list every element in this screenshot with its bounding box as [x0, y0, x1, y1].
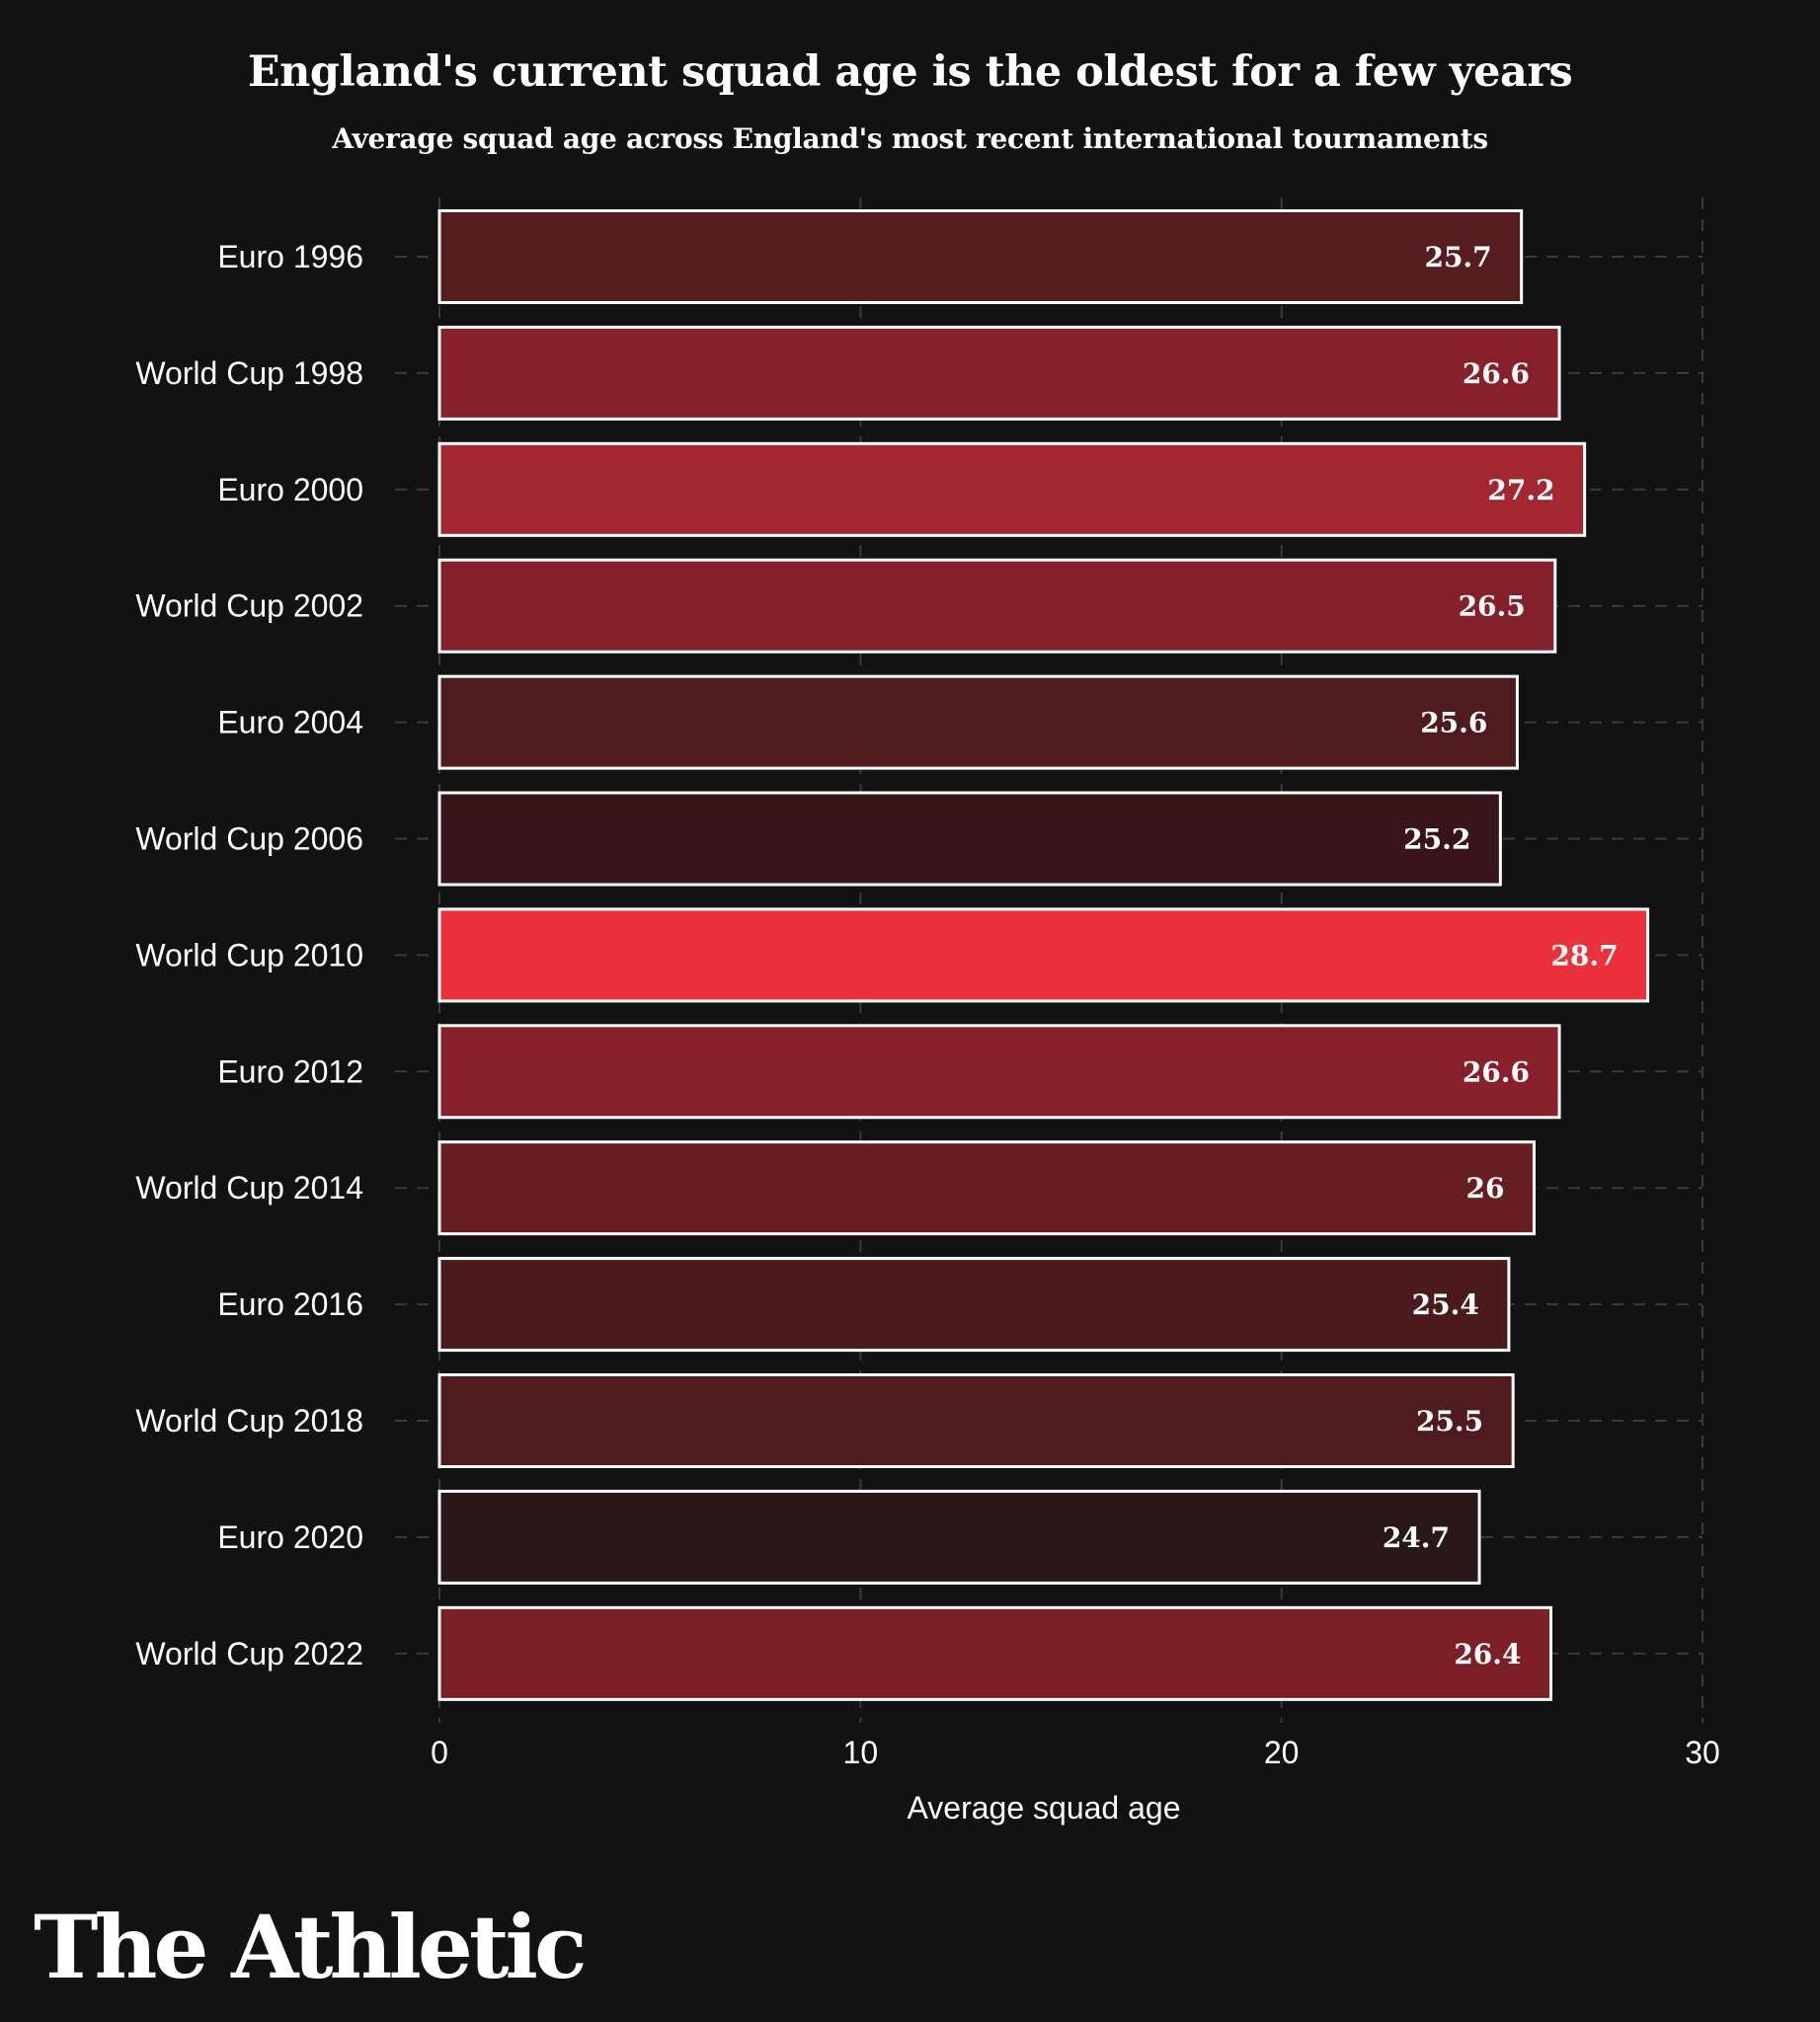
category-labels: Euro 1996 World Cup 1998 Euro 2000 World Cu… — [135, 239, 363, 1672]
bar — [437, 1257, 1511, 1353]
category-label: World Cup 2014 — [135, 1170, 363, 1205]
value-label: 26.5 — [1459, 590, 1526, 623]
value-label: 26.4 — [1454, 1638, 1521, 1671]
value-label: 27.2 — [1487, 474, 1554, 506]
value-label: 25.2 — [1403, 823, 1470, 856]
chart-title: England's current squad age is the oldes… — [247, 47, 1573, 97]
value-label: 25.4 — [1412, 1288, 1479, 1321]
bar — [437, 558, 1557, 654]
category-label: Euro 2016 — [217, 1286, 363, 1322]
category-label: World Cup 2006 — [135, 821, 363, 857]
value-label: 24.7 — [1383, 1521, 1450, 1554]
value-labels: 25.7 26.6 27.2 26.5 25.6 25.2 28.7 26.6 26 25.4 25… — [1383, 241, 1619, 1671]
bar — [437, 1489, 1481, 1585]
value-label: 28.7 — [1550, 939, 1618, 972]
value-label: 26.6 — [1463, 1055, 1530, 1088]
category-label: Euro 2020 — [217, 1519, 363, 1555]
bar — [437, 1024, 1561, 1120]
category-label: Euro 2012 — [217, 1053, 363, 1089]
category-label: Euro 1996 — [217, 239, 363, 274]
value-label: 25.5 — [1416, 1405, 1483, 1438]
bar — [437, 325, 1561, 421]
value-label: 26 — [1465, 1172, 1504, 1205]
bar — [437, 441, 1587, 537]
bar-chart: Euro 1996 World Cup 1998 Euro 2000 World Cu… — [135, 197, 1720, 1826]
chart-subtitle: Average squad age across England's most … — [332, 122, 1488, 155]
category-label: Euro 2000 — [217, 472, 363, 507]
bar — [437, 1140, 1536, 1236]
x-tick-label: 30 — [1685, 1735, 1720, 1770]
x-tick-label: 0 — [431, 1735, 448, 1770]
category-label: World Cup 2022 — [135, 1636, 363, 1672]
category-label: World Cup 2002 — [135, 588, 363, 624]
value-label: 25.6 — [1420, 707, 1487, 739]
bar — [437, 674, 1519, 770]
bar — [437, 1605, 1553, 1701]
bar — [437, 791, 1502, 887]
value-label: 26.6 — [1463, 357, 1530, 390]
category-label: World Cup 2018 — [135, 1403, 363, 1439]
the-athletic-logo: The Athletic — [34, 1896, 588, 1998]
category-label: World Cup 1998 — [135, 355, 363, 391]
bar — [437, 1373, 1515, 1468]
x-axis-title: Average squad age — [908, 1790, 1181, 1826]
bar — [437, 907, 1650, 1003]
x-axis-ticks: 0 10 20 30 — [431, 1735, 1720, 1770]
x-tick-label: 10 — [843, 1735, 879, 1770]
bars — [437, 209, 1650, 1701]
category-label: World Cup 2010 — [135, 937, 363, 972]
value-label: 25.7 — [1424, 241, 1491, 273]
x-tick-label: 20 — [1264, 1735, 1300, 1770]
bar — [437, 209, 1524, 304]
category-label: Euro 2004 — [217, 705, 363, 740]
